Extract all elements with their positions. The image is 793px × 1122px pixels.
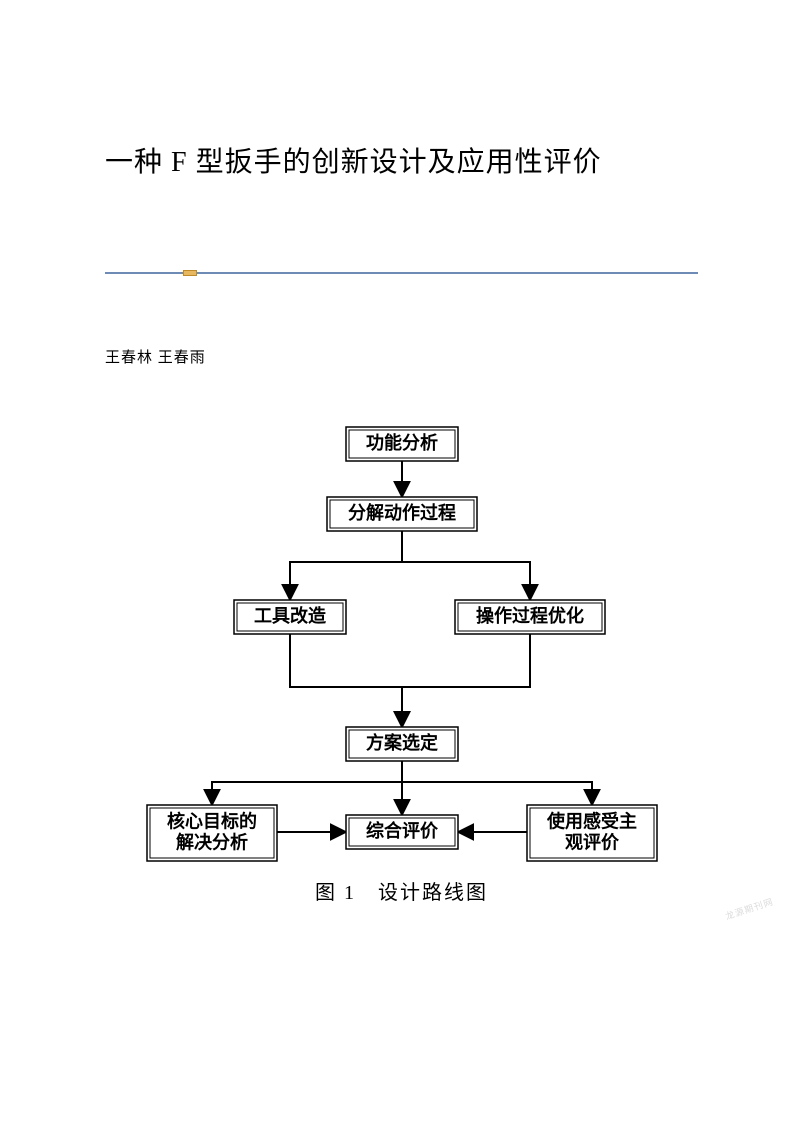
flow-node-label: 方案选定 [366,732,438,753]
flow-node: 综合评价 [346,815,458,849]
flow-node-label: 功能分析 [366,432,438,453]
divider [105,270,698,276]
flow-node: 分解动作过程 [327,497,477,531]
flow-node: 核心目标的解决分析 [147,805,277,861]
flow-node: 方案选定 [346,727,458,761]
flow-node: 使用感受主观评价 [527,805,657,861]
flow-node-label: 观评价 [565,832,620,852]
flow-node-label: 核心目标的 [167,811,257,832]
edge [402,634,530,727]
edge [402,761,592,805]
page-title: 一种 F 型扳手的创新设计及应用性评价 [105,140,698,180]
flow-node-label: 解决分析 [176,831,248,852]
flow-node: 功能分析 [346,427,458,461]
flow-node-label: 操作过程优化 [476,605,584,626]
flow-node-label: 使用感受主 [546,811,637,832]
edge [290,531,402,600]
divider-accent [183,270,197,276]
edge [402,531,530,600]
authors: 王春林 王春雨 [105,346,698,367]
flow-node: 工具改造 [234,600,346,634]
edge [290,634,402,727]
flow-node-label: 工具改造 [254,605,326,626]
flowchart: 功能分析分解动作过程工具改造 操作过程优化方案选定核心目标的解决分析 综合评价 使用感… [122,417,682,872]
figure-caption: 图 1 设计路线图 [122,876,682,905]
flowchart-container: 功能分析分解动作过程工具改造 操作过程优化方案选定核心目标的解决分析 综合评价 使用感… [122,417,682,905]
flow-node: 操作过程优化 [455,600,605,634]
flow-node-label: 综合评价 [366,820,439,841]
edge [212,761,402,805]
flow-node-label: 分解动作过程 [348,502,456,523]
